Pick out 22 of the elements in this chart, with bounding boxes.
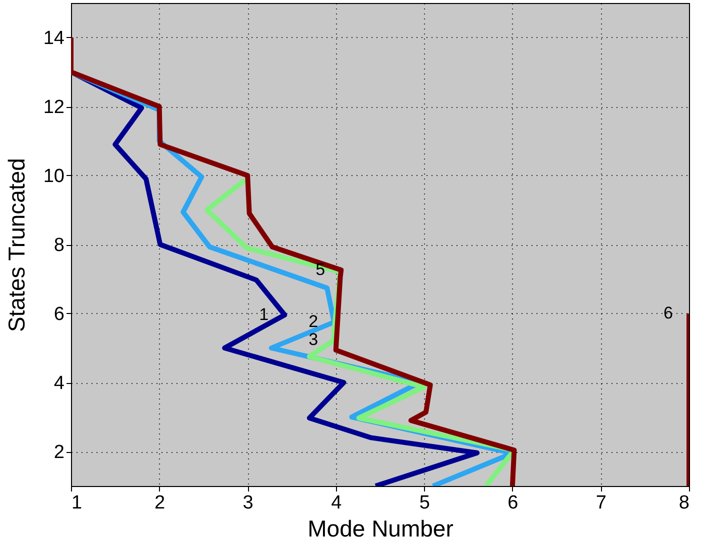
y-tick-label: 8 (54, 235, 64, 256)
y-axis-title: States Truncated (3, 158, 30, 332)
series-label: 6 (664, 304, 673, 322)
y-tick-label: 14 (43, 28, 65, 49)
y-tick-label: 2 (54, 442, 64, 463)
x-tick-label: 2 (154, 492, 166, 514)
x-tick-label: 3 (242, 492, 254, 514)
x-tick-label: 4 (331, 492, 342, 514)
y-tick-label: 10 (43, 166, 64, 187)
x-tick-label: 5 (419, 492, 430, 514)
x-tick-label: 8 (678, 492, 690, 514)
x-tick-label: 7 (596, 492, 607, 514)
y-tick-label: 4 (54, 373, 65, 394)
x-tick-label: 6 (508, 492, 518, 514)
series-label: 3 (308, 330, 318, 350)
series-label: 5 (316, 260, 326, 280)
series-label: 2 (308, 312, 318, 332)
x-axis-title: Mode Number (308, 516, 454, 542)
y-tick-label: 6 (54, 304, 64, 325)
x-tick-label: 1 (72, 492, 82, 514)
y-tick-label: 12 (43, 97, 64, 118)
series-label: 1 (259, 304, 269, 324)
